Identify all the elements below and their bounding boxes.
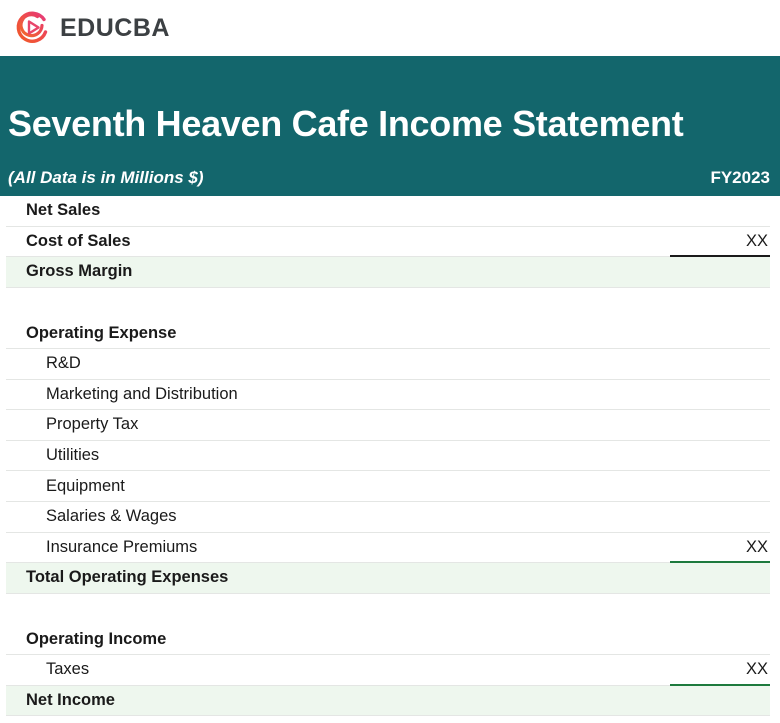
spacer-row — [6, 594, 770, 625]
row-value: XX — [745, 660, 768, 679]
page-title: Seventh Heaven Cafe Income Statement — [8, 103, 684, 144]
fiscal-year-label: FY2023 — [710, 168, 770, 187]
row-label: Gross Margin — [26, 262, 133, 281]
row-value: XX — [745, 231, 768, 250]
row-value: XX — [745, 537, 768, 556]
statement-row: Operating Expense — [6, 318, 770, 349]
statement-row: Marketing and Distribution — [6, 380, 770, 411]
statement-row: Property Tax — [6, 410, 770, 441]
row-label: Salaries & Wages — [46, 507, 177, 526]
statement-row: Net Sales — [6, 196, 770, 227]
row-label: Marketing and Distribution — [46, 384, 238, 403]
statement-header: Seventh Heaven Cafe Income Statement (Al… — [0, 56, 780, 196]
educba-logo-icon — [14, 10, 50, 46]
row-label: Insurance Premiums — [46, 537, 198, 556]
statement-row: Gross Margin — [6, 257, 770, 288]
row-label: Utilities — [46, 446, 100, 465]
row-label: Cost of Sales — [26, 231, 131, 250]
statement-row: Cost of Sales XX — [6, 227, 770, 258]
brand-name: EDUCBA — [60, 13, 170, 42]
units-note: (All Data is in Millions $) — [8, 168, 204, 187]
statement-row: Utilities — [6, 441, 770, 472]
row-label: Operating Income — [26, 629, 167, 648]
statement-row: R&D — [6, 349, 770, 380]
row-label: Total Operating Expenses — [26, 568, 229, 587]
row-label: Net Sales — [26, 201, 101, 220]
row-label: R&D — [46, 354, 81, 373]
row-label: Taxes — [46, 660, 90, 679]
row-label: Operating Expense — [26, 323, 177, 342]
brand-bar: EDUCBA — [0, 0, 780, 56]
statement-row: Operating Income — [6, 624, 770, 655]
row-label: Equipment — [46, 476, 125, 495]
statement-row: Taxes XX — [6, 655, 770, 686]
statement-row: Equipment — [6, 471, 770, 502]
statement-row: Salaries & Wages — [6, 502, 770, 533]
income-statement-table: Net Sales Cost of Sales XX Gross Margin Oper… — [0, 196, 780, 717]
statement-row: Total Operating Expenses — [6, 563, 770, 594]
statement-row: Net Income — [6, 685, 770, 717]
row-label: Net Income — [26, 690, 115, 709]
statement-row: Insurance Premiums XX — [6, 533, 770, 564]
header-subrow: (All Data is in Millions $) FY2023 — [8, 168, 770, 188]
spacer-row — [6, 288, 770, 319]
row-label: Property Tax — [46, 415, 139, 434]
